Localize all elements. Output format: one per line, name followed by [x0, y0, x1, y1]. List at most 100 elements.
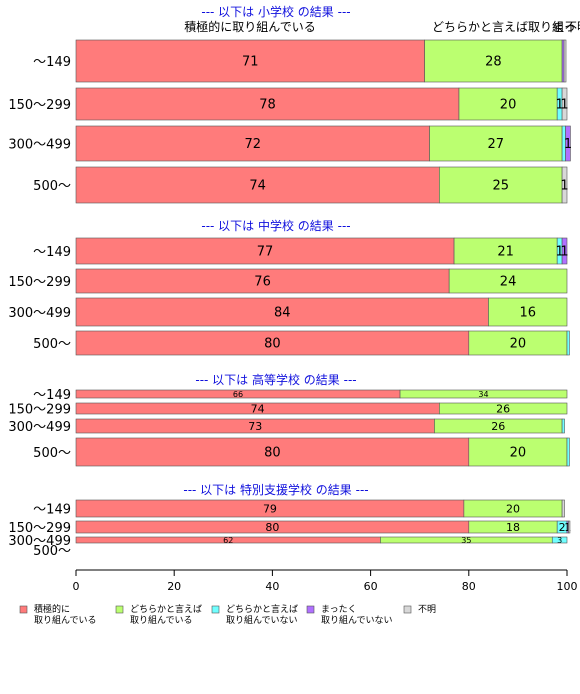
category-label: ～149	[33, 503, 71, 518]
data-label: 20	[500, 98, 517, 113]
data-label: 20	[510, 446, 527, 461]
top-series-label: 不明	[565, 20, 580, 34]
panel-title: --- 以下は 中学校 の結果 ---	[201, 218, 350, 233]
bar-segment	[439, 402, 568, 415]
legend-label: 取り組んでいない	[321, 614, 393, 626]
data-label: 24	[500, 275, 517, 290]
data-label: 74	[251, 402, 265, 415]
bar-segment	[488, 297, 568, 327]
data-label: 34	[478, 390, 488, 399]
data-label: 1	[555, 245, 563, 260]
category-label: 300～499	[8, 534, 71, 549]
bar-segment	[75, 87, 460, 121]
category-label: 500～	[33, 544, 71, 559]
category-label: 500～	[33, 446, 71, 461]
bar-segment	[75, 125, 430, 162]
data-label: 84	[274, 306, 291, 321]
data-label: 1	[560, 245, 568, 260]
data-label: 2	[559, 521, 566, 534]
bar-segment	[566, 437, 570, 467]
panel-title: --- 以下は 特別支援学校 の結果 ---	[183, 482, 368, 497]
category-label: 300～499	[8, 420, 71, 435]
bar-segment	[424, 39, 563, 83]
bar-segment	[568, 520, 571, 534]
category-label: ～149	[33, 55, 71, 70]
legend-label: 取り組んでいない	[226, 614, 298, 626]
data-label: 72	[244, 137, 261, 152]
bar-segment	[468, 437, 568, 467]
data-label: 20	[506, 502, 520, 515]
data-label: 1	[560, 98, 568, 113]
bar-segment	[75, 268, 450, 294]
data-label: 26	[496, 402, 510, 415]
data-label: 1	[560, 179, 568, 194]
category-label: 500～	[33, 337, 71, 352]
category-label: 500～	[33, 179, 71, 194]
legend-label: 取り組んでいる	[130, 614, 193, 626]
data-label: 18	[506, 521, 520, 534]
x-tick-label: 100	[557, 580, 578, 593]
data-label: 62	[223, 536, 233, 545]
bar-segment	[429, 125, 563, 162]
bar-segment	[561, 237, 568, 265]
data-label: 80	[264, 337, 281, 352]
legend-label: 取り組んでいる	[34, 614, 97, 626]
data-label: 77	[257, 245, 274, 260]
data-label: 28	[485, 55, 502, 70]
top-series-label: どちらかと言えば取り組	[432, 20, 564, 34]
bar-segment	[458, 87, 558, 121]
category-label: ～149	[33, 388, 71, 403]
panel-title: --- 以下は 小学校 の結果 ---	[201, 4, 350, 19]
legend-swatch	[211, 605, 220, 614]
bar-segment	[563, 39, 567, 83]
data-label: 27	[488, 137, 505, 152]
data-label: 73	[248, 420, 262, 433]
data-label: 3	[557, 536, 562, 545]
legend-swatch	[19, 605, 28, 614]
category-label: 150～299	[8, 521, 71, 536]
x-tick-label: 0	[73, 580, 80, 593]
bar-segment	[561, 499, 565, 518]
x-tick-label: 60	[364, 580, 378, 593]
data-label: 78	[259, 98, 276, 113]
bar-segment	[75, 330, 470, 356]
x-tick-label: 20	[167, 580, 181, 593]
bar-segment	[75, 166, 440, 204]
legend-label: 不明	[418, 604, 436, 615]
data-label: 16	[519, 306, 536, 321]
panel-title: --- 以下は 高等学校 の結果 ---	[195, 372, 356, 387]
data-label: 79	[263, 502, 277, 515]
category-label: 150～299	[8, 403, 71, 418]
top-series-label: まっ	[552, 20, 576, 34]
category-label: 300～499	[8, 306, 71, 321]
bar-segment	[448, 268, 568, 294]
legend-label: どちらかと言えば	[226, 603, 298, 615]
data-label: 66	[233, 390, 243, 399]
bar-segment	[561, 418, 565, 434]
bar-segment	[561, 87, 568, 121]
category-label: 300～499	[8, 138, 71, 153]
legend-label: どちらかと言えば	[130, 603, 202, 615]
bar-segment	[75, 437, 470, 467]
data-label: 25	[492, 179, 509, 194]
bar-segment	[453, 237, 558, 265]
data-label: 1	[564, 521, 571, 534]
bar-segment	[75, 237, 455, 265]
data-label: 74	[249, 179, 266, 194]
top-series-label: 積極的に取り組んでいる	[184, 19, 315, 34]
bar-segment	[439, 166, 563, 204]
data-label: 71	[242, 55, 259, 70]
bar-segment	[566, 330, 570, 356]
bar-segment	[551, 536, 568, 544]
bar-segment	[75, 297, 489, 327]
legend-item: 積極的に取り組んでいる	[19, 603, 97, 626]
data-label: 35	[461, 536, 471, 545]
legend-swatch	[403, 605, 412, 614]
legend-label: 積極的に	[34, 603, 70, 615]
bar-segment	[565, 125, 571, 162]
data-label: 80	[264, 446, 281, 461]
